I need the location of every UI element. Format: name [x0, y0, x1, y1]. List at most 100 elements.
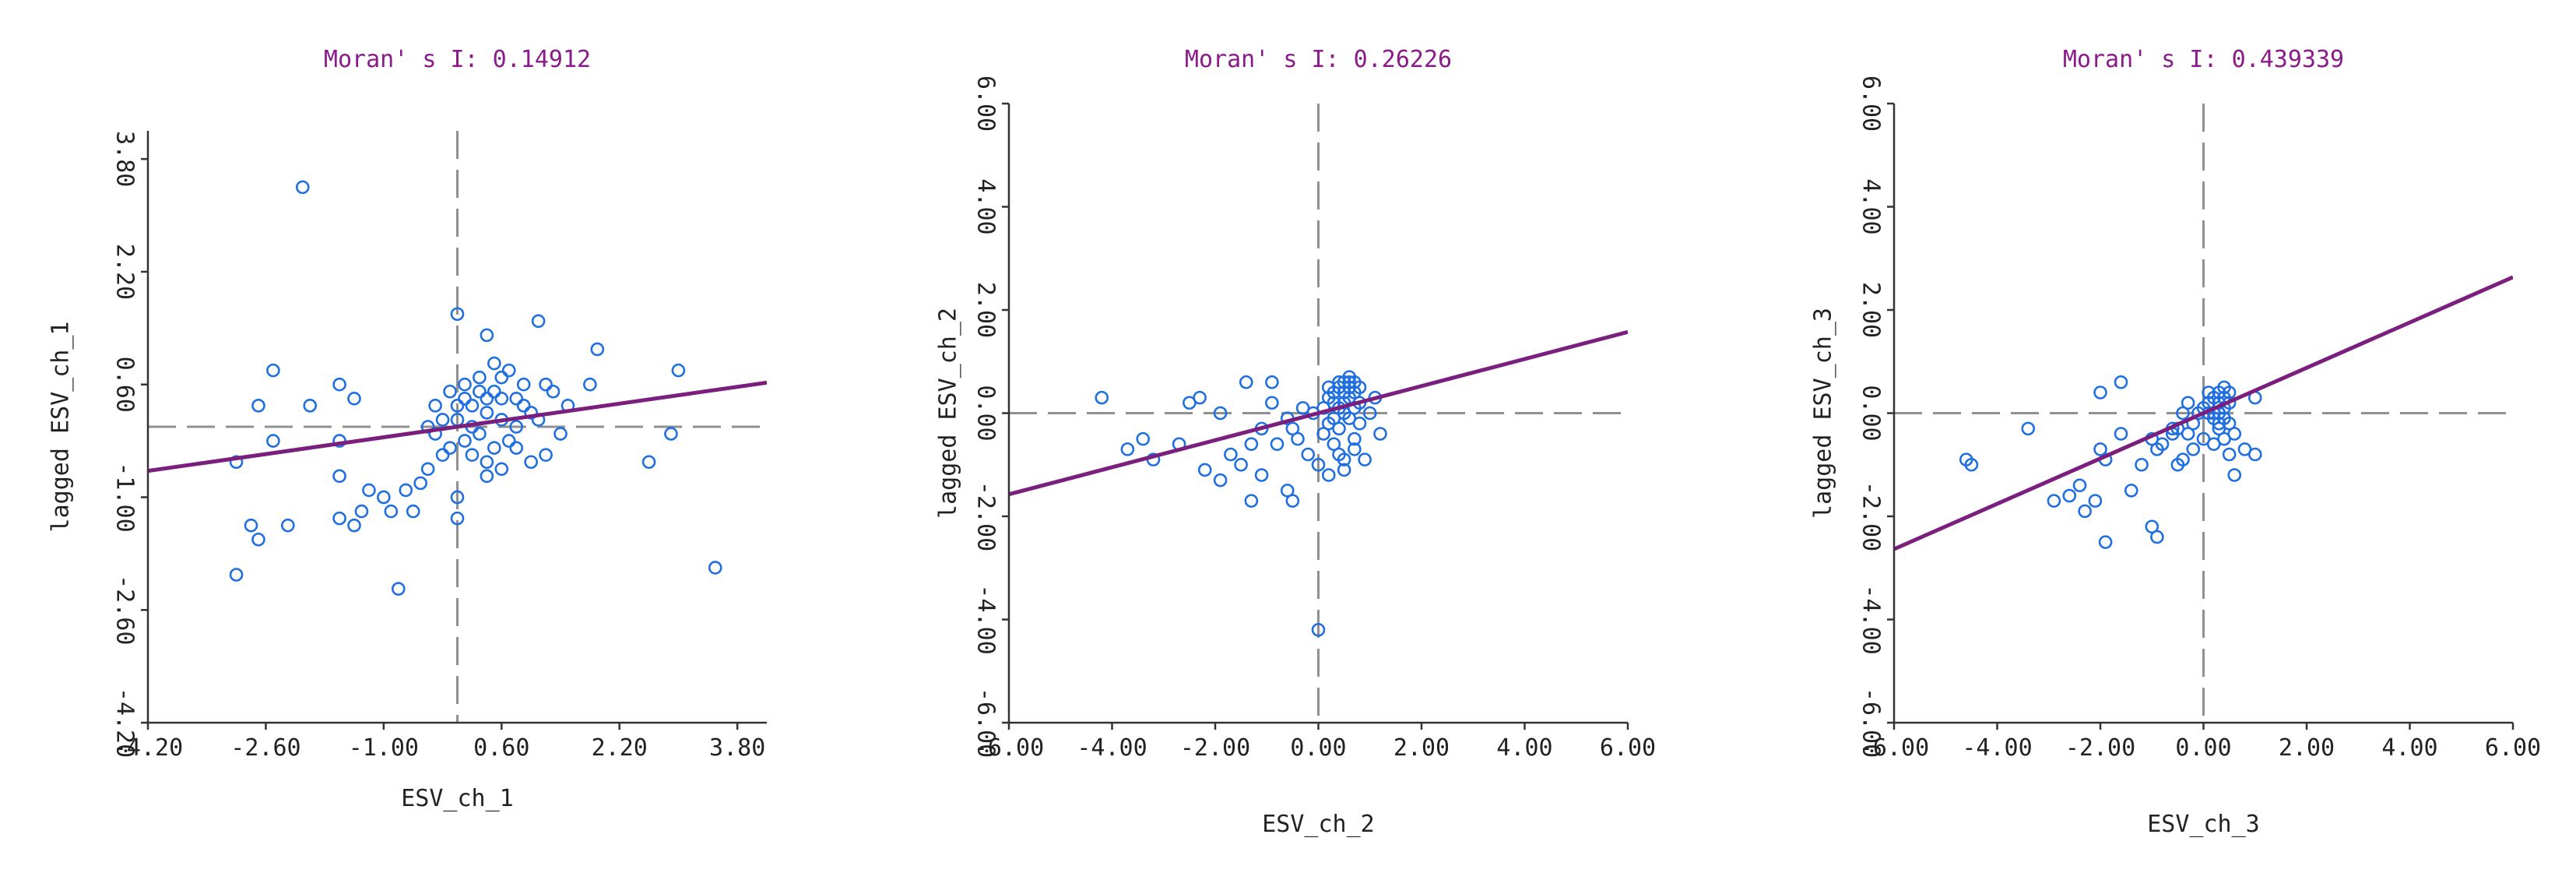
- data-point: [347, 392, 361, 406]
- y-tick-label: 2.00: [1857, 282, 1885, 338]
- data-point: [487, 356, 501, 371]
- data-point: [1197, 463, 1212, 477]
- data-point: [465, 399, 480, 413]
- data-point: [428, 399, 442, 413]
- data-point: [2222, 447, 2237, 462]
- y-axis-title: lagged ESV_ch_2: [935, 308, 962, 519]
- y-tick-label: 2.00: [972, 282, 1000, 338]
- x-tick-label: 2.00: [1393, 734, 1450, 762]
- data-point: [450, 511, 465, 526]
- data-point: [1120, 442, 1135, 456]
- data-point: [1095, 390, 1109, 405]
- data-point: [266, 363, 280, 378]
- data-point: [2227, 468, 2242, 482]
- data-point: [377, 490, 391, 505]
- y-tick-label: -6.00: [1857, 688, 1885, 758]
- data-point: [458, 392, 472, 406]
- data-point: [1332, 447, 1346, 462]
- data-point: [2135, 457, 2149, 472]
- data-point: [332, 377, 346, 392]
- data-point: [494, 462, 509, 477]
- data-point: [229, 455, 244, 470]
- chart-title: Moran' s I: 0.14912: [324, 46, 591, 73]
- y-tick-label: -2.00: [1857, 481, 1885, 551]
- x-tick-label: 0.60: [473, 734, 529, 762]
- data-point: [295, 180, 310, 195]
- data-point: [1358, 452, 1372, 466]
- data-point: [1244, 494, 1259, 508]
- data-point: [354, 504, 369, 519]
- data-point: [2098, 535, 2113, 549]
- data-point: [1301, 447, 1316, 462]
- data-point: [2170, 457, 2185, 472]
- y-tick-label: -6.00: [972, 688, 1000, 758]
- data-point: [473, 370, 487, 385]
- data-point: [539, 448, 553, 462]
- data-point: [524, 455, 538, 470]
- data-point: [465, 448, 480, 462]
- data-point: [1373, 427, 1387, 441]
- x-axis-title: ESV_ch_2: [1262, 811, 1375, 838]
- data-point: [281, 518, 295, 533]
- data-point: [1311, 457, 1326, 472]
- y-tick-label: -4.00: [972, 584, 1000, 654]
- data-point: [1321, 468, 1336, 482]
- data-point: [303, 399, 318, 413]
- x-tick-label: -4.00: [1077, 734, 1147, 762]
- data-point: [458, 377, 472, 392]
- data-point: [1136, 431, 1151, 446]
- x-tick-label: 2.00: [2279, 734, 2335, 762]
- data-point: [1244, 437, 1259, 452]
- data-point: [413, 476, 427, 491]
- data-point: [473, 427, 487, 441]
- y-tick-label: 4.00: [972, 178, 1000, 234]
- data-point: [443, 384, 457, 399]
- data-point: [450, 490, 465, 505]
- y-tick-label: 4.00: [1857, 178, 1885, 234]
- x-axis-title: ESV_ch_1: [401, 785, 514, 812]
- data-point: [509, 441, 524, 455]
- data-point: [2072, 478, 2087, 493]
- data-point: [450, 307, 465, 322]
- data-point: [229, 568, 244, 582]
- x-axis-title: ESV_ch_3: [2147, 811, 2260, 838]
- data-point: [1254, 468, 1269, 482]
- data-point: [1311, 622, 1326, 637]
- data-point: [480, 469, 494, 484]
- y-axis-title: lagged ESV_ch_3: [1810, 308, 1837, 519]
- x-tick-label: -4.20: [113, 734, 183, 762]
- data-point: [1234, 457, 1248, 472]
- data-point: [406, 504, 420, 519]
- data-point: [516, 399, 531, 413]
- data-point: [1316, 427, 1330, 441]
- x-tick-label: -6.00: [1859, 734, 1929, 762]
- data-point: [2217, 431, 2231, 446]
- x-tick-label: -4.00: [1962, 734, 2032, 762]
- y-tick-label: -4.00: [1857, 584, 1885, 654]
- data-point: [332, 469, 346, 484]
- data-point: [487, 441, 501, 455]
- y-axis-title: lagged ESV_ch_1: [47, 322, 75, 533]
- data-point: [2202, 385, 2216, 400]
- y-tick-label: 0.60: [111, 357, 139, 413]
- data-point: [531, 314, 546, 329]
- y-tick-label: -2.00: [972, 481, 1000, 551]
- x-tick-label: 4.00: [2381, 734, 2437, 762]
- x-tick-label: 0.00: [2175, 734, 2231, 762]
- data-point: [509, 392, 524, 406]
- regression-line: [1894, 275, 2513, 551]
- data-point: [435, 413, 450, 427]
- data-point: [494, 370, 509, 385]
- data-point: [435, 448, 450, 462]
- data-point: [2150, 530, 2164, 544]
- data-point: [494, 392, 509, 406]
- data-point: [583, 377, 597, 392]
- data-point: [458, 434, 472, 448]
- data-point: [524, 406, 538, 420]
- data-point: [480, 406, 494, 420]
- data-point: [1348, 442, 1362, 456]
- data-point: [1285, 494, 1300, 508]
- data-point: [590, 342, 605, 357]
- y-tick-label: 3.80: [111, 131, 139, 187]
